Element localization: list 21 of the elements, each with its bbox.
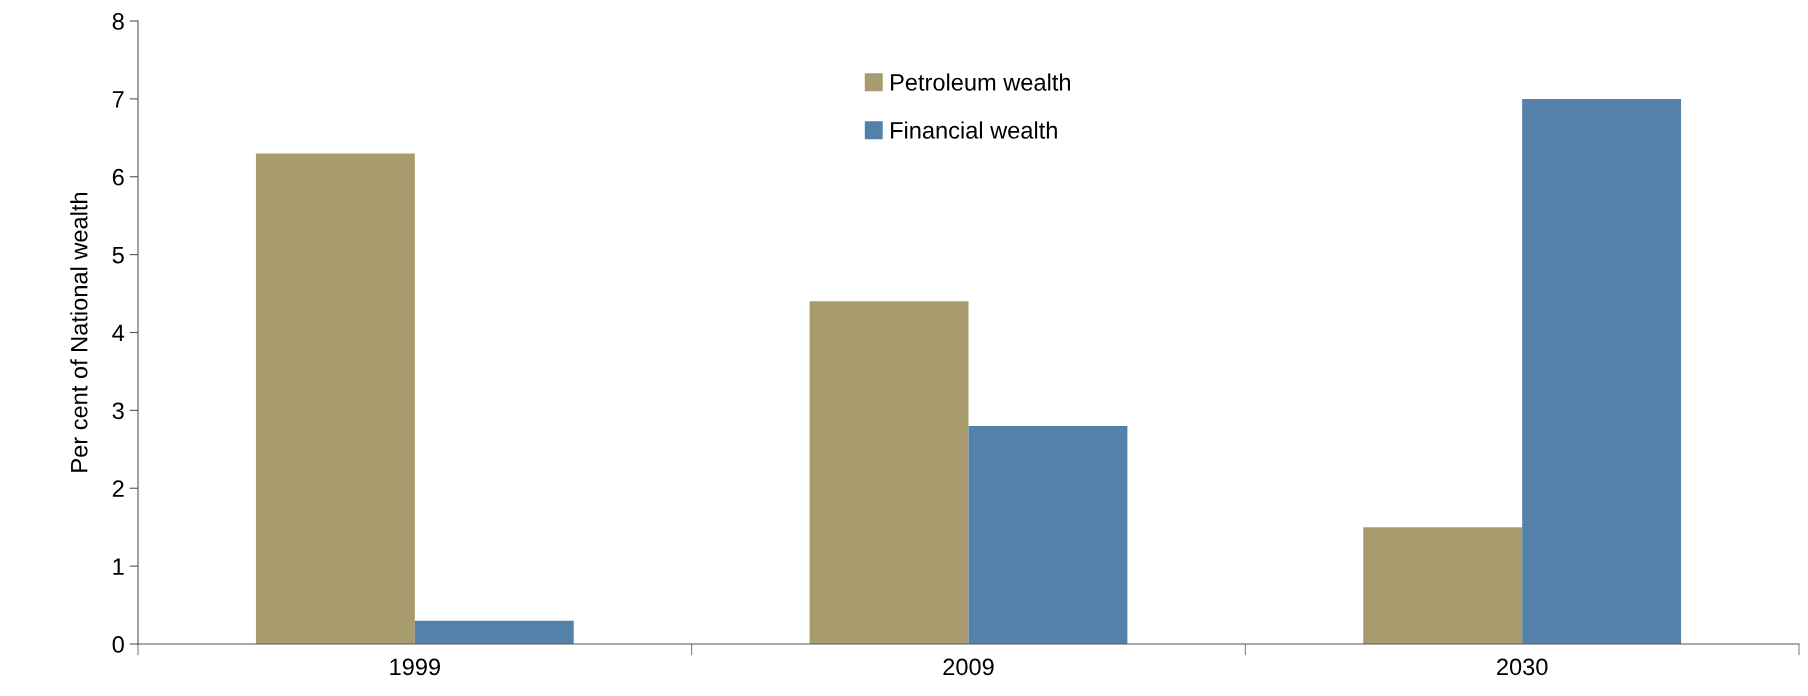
y-tick-label: 5 bbox=[112, 246, 124, 264]
x-tick-label: 2030 bbox=[1497, 658, 1548, 676]
x-tick-label: 2009 bbox=[943, 658, 994, 676]
y-tick-label: 7 bbox=[112, 91, 124, 108]
y-tick-label: 0 bbox=[112, 636, 124, 653]
y-tick-label: 1 bbox=[113, 558, 124, 575]
y-axis-title: Per cent of National wealth bbox=[70, 192, 88, 472]
bar bbox=[255, 153, 415, 644]
x-tick-label: 1999 bbox=[390, 658, 440, 676]
legend-label: Petroleum wealth bbox=[891, 73, 1070, 91]
y-tick-label: 3 bbox=[112, 402, 124, 420]
y-tick-label: 2 bbox=[112, 480, 124, 497]
bar bbox=[809, 301, 969, 644]
bar bbox=[414, 620, 574, 644]
legend-label: Financial wealth bbox=[891, 121, 1057, 139]
bar bbox=[1363, 527, 1523, 644]
y-tick-label: 6 bbox=[112, 168, 124, 186]
y-tick-label: 8 bbox=[112, 13, 124, 30]
bar bbox=[968, 425, 1128, 644]
bar bbox=[1522, 98, 1682, 644]
y-tick-label: 4 bbox=[112, 324, 125, 342]
